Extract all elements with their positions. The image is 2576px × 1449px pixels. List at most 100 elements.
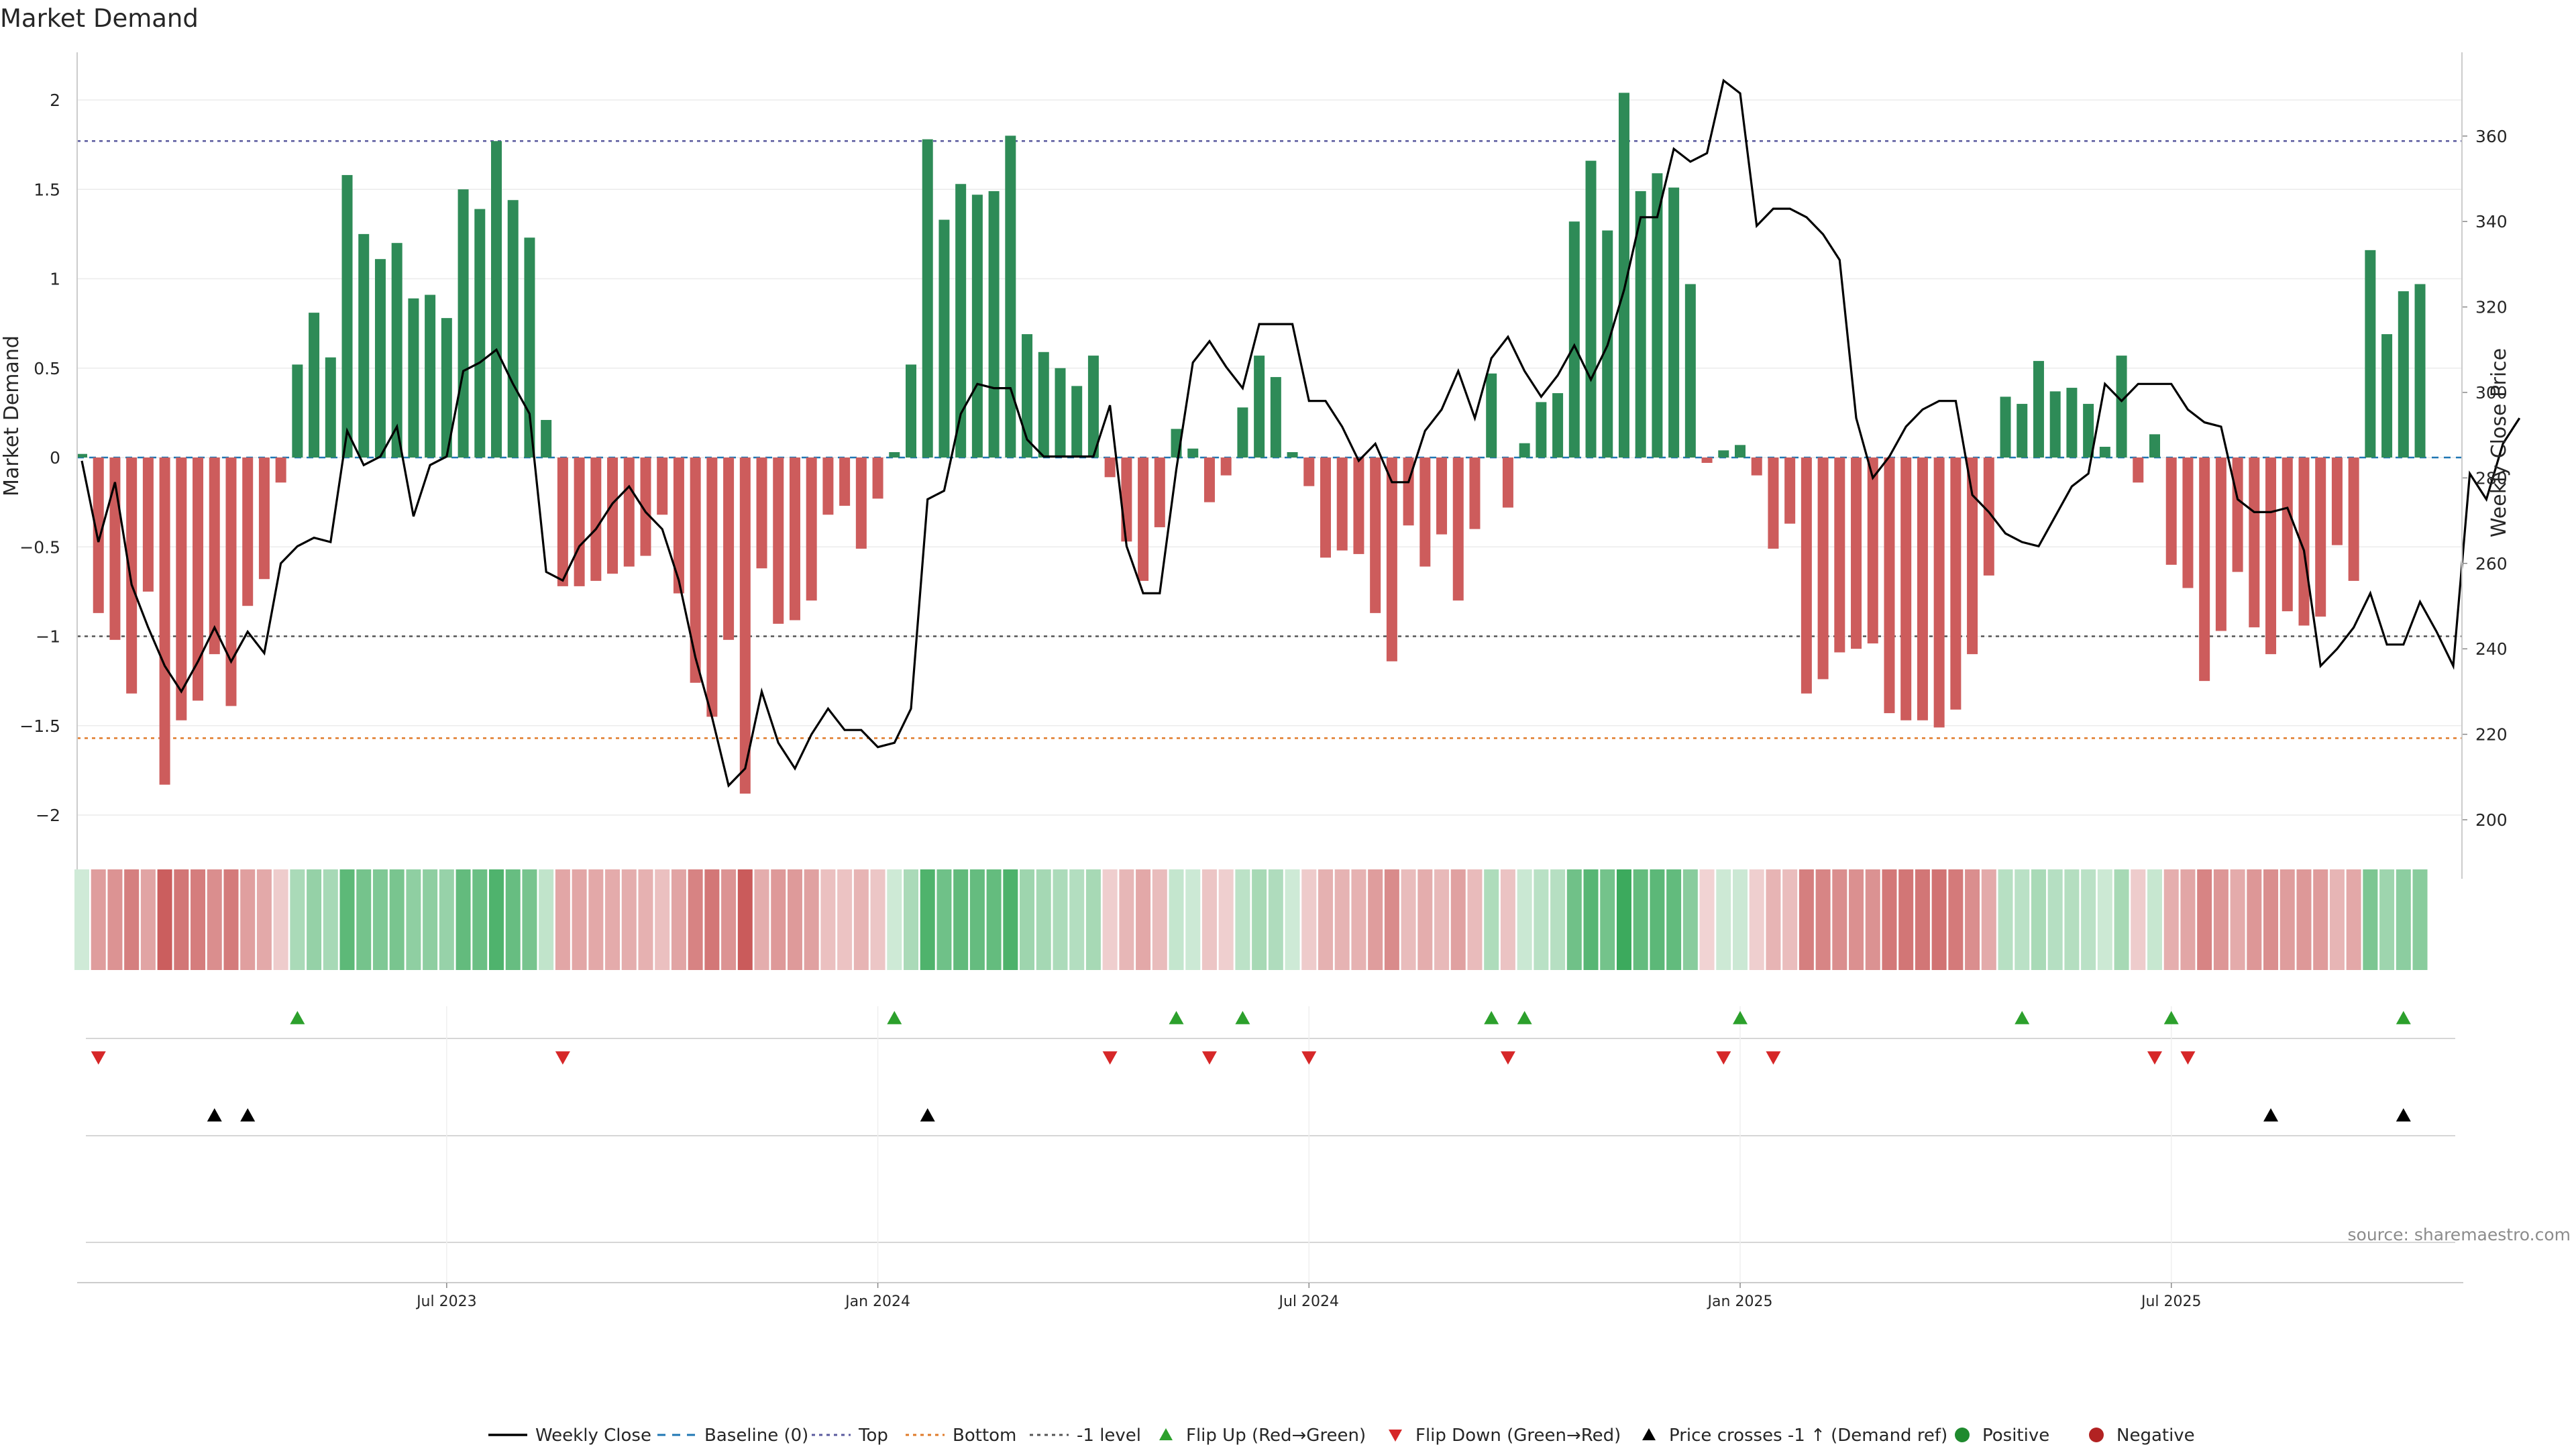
heat-cell <box>1450 869 1466 970</box>
negative-bar <box>557 458 568 586</box>
negative-bar <box>673 458 684 594</box>
negative-bar <box>872 458 883 499</box>
heat-cell <box>2346 869 2361 970</box>
heat-cell <box>2363 869 2378 970</box>
legend-label: Top <box>858 1426 888 1446</box>
heat-cell <box>1550 869 1566 970</box>
x-tick-label: Jan 2024 <box>844 1293 910 1310</box>
heat-cell <box>191 869 206 970</box>
heat-cell <box>1965 869 1980 970</box>
heat-cell <box>2047 869 2063 970</box>
heat-cell <box>1898 869 1914 970</box>
heat-cell <box>1069 869 1085 970</box>
negative-bar <box>1834 458 1845 653</box>
heat-cell <box>605 869 621 970</box>
positive-bar <box>1055 368 1066 458</box>
y2-tick-label: 340 <box>2475 212 2508 231</box>
price-cross-markers-row <box>207 1108 2411 1122</box>
negative-bar <box>822 458 834 515</box>
negative-bar <box>258 458 270 580</box>
heat-cell <box>2180 869 2196 970</box>
negative-bar <box>2348 458 2359 581</box>
price-axis-ticks: 200 220 240 260 280 300 320 340 360 <box>2462 127 2508 830</box>
negative-bar <box>1983 458 1994 576</box>
heat-cell <box>853 869 869 970</box>
demand-axis-ticks: −2 −1.5 −1 −0.5 0 0.5 1 1.5 2 <box>19 91 60 825</box>
heat-cell <box>1716 869 1731 970</box>
positive-bar <box>391 243 402 458</box>
heat-cell <box>1782 869 1798 970</box>
heat-cell <box>1948 869 1964 970</box>
heat-cell <box>1417 869 1433 970</box>
negative-bar <box>2265 458 2277 655</box>
legend-item-positive: Positive <box>1955 1426 2049 1446</box>
heat-cell <box>2379 869 2395 970</box>
legend-item-line: Weekly Close <box>488 1426 651 1446</box>
event-panel-gridlines <box>77 1006 2463 1283</box>
negative-bar <box>1801 458 1812 694</box>
heat-cell <box>1998 869 2013 970</box>
heat-cell <box>2230 869 2245 970</box>
heat-cell <box>704 869 720 970</box>
legend-triangle-up-swatch <box>1159 1428 1173 1440</box>
positive-bar <box>2116 356 2127 458</box>
positive-bar <box>2381 334 2393 458</box>
positive-bar <box>1568 221 1580 458</box>
negative-bar <box>1303 458 1315 486</box>
negative-bar <box>2331 458 2343 545</box>
flip-up-marker <box>1235 1011 1250 1024</box>
heat-cell <box>1384 869 1399 970</box>
heat-cell <box>1368 869 1383 970</box>
negative-bar <box>1768 458 1779 549</box>
heat-cell <box>2097 869 2112 970</box>
heat-cell <box>2329 869 2345 970</box>
legend-label: Price crosses -1 ↑ (Demand ref) <box>1669 1426 1947 1446</box>
heat-cell <box>1733 869 1748 970</box>
heat-cell <box>1749 869 1764 970</box>
heat-cell <box>1036 869 1051 970</box>
heat-cell <box>439 869 454 970</box>
positive-bar <box>2000 396 2011 458</box>
heat-cell <box>721 869 737 970</box>
heat-cell <box>771 869 786 970</box>
positive-bar <box>1684 284 1696 458</box>
negative-bar <box>242 458 254 606</box>
positive-bar <box>2398 291 2409 458</box>
positive-bar <box>1254 356 1265 458</box>
source-note: source: sharemaestro.com <box>2348 1225 2571 1244</box>
positive-bar <box>309 313 320 458</box>
heat-cell <box>953 869 969 970</box>
negative-bar <box>159 458 170 785</box>
positive-bar <box>1618 93 1629 458</box>
negative-bar <box>1851 458 1862 649</box>
heat-cell <box>1218 869 1234 970</box>
heat-cell <box>621 869 637 970</box>
negative-bar <box>1220 458 1232 476</box>
negative-bar <box>1452 458 1464 601</box>
x-tick-label: Jul 2024 <box>1278 1293 1340 1310</box>
positive-bar <box>955 184 967 458</box>
y-tick-label: 1 <box>50 270 60 289</box>
heat-cell <box>2081 869 2096 970</box>
y2-tick-label: 260 <box>2475 554 2508 574</box>
positive-bar <box>2033 361 2044 458</box>
heat-cell <box>1053 869 1068 970</box>
negative-bar <box>640 458 651 556</box>
legend-item-cross: Price crosses -1 ↑ (Demand ref) <box>1642 1426 1947 1446</box>
negative-bar <box>1203 458 1215 502</box>
heat-cell <box>671 869 686 970</box>
positive-bar <box>1585 160 1597 458</box>
heat-cell <box>1799 869 1814 970</box>
x-tick-label: Jan 2025 <box>1707 1293 1773 1310</box>
heat-cell <box>389 869 405 970</box>
heat-cell <box>688 869 703 970</box>
positive-bar <box>1038 352 1049 458</box>
negative-bar <box>607 458 619 574</box>
negative-bar <box>2215 458 2226 631</box>
heat-cell <box>787 869 802 970</box>
positive-bar <box>1519 443 1530 458</box>
positive-bar <box>374 259 386 458</box>
positive-bar <box>2414 284 2426 458</box>
heat-cell <box>356 869 372 970</box>
positive-bar <box>988 191 1000 458</box>
